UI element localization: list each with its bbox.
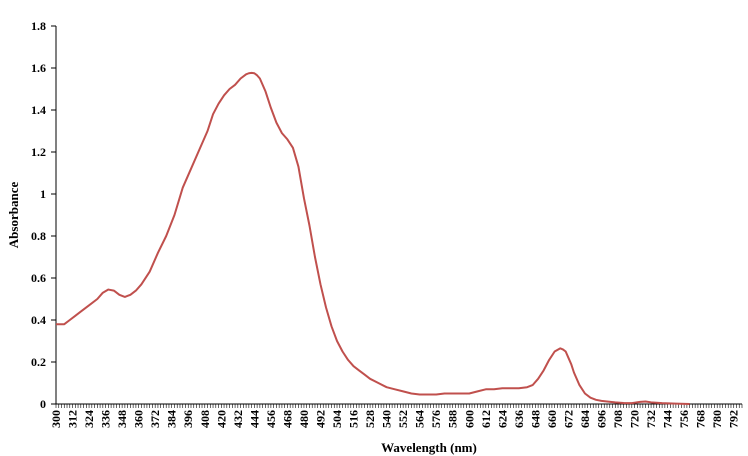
x-tick-label: 744	[661, 410, 675, 428]
x-tick-label: 564	[413, 410, 427, 428]
y-axis-ticks: 0 0.2 0.4 0.6 0.8 1 1.2 1.4 1.6 1.8	[31, 19, 56, 411]
x-tick-label: 792	[727, 410, 741, 428]
x-tick-label: 420	[214, 410, 228, 428]
x-tick-label: 684	[578, 410, 592, 428]
x-tick-label: 588	[446, 410, 460, 428]
x-tick-label: 612	[479, 410, 493, 428]
x-tick-label: 696	[594, 410, 608, 428]
x-tick-label: 408	[198, 410, 212, 428]
x-tick-label: 528	[363, 410, 377, 428]
x-tick-label: 780	[710, 410, 724, 428]
x-axis-ticks: 300 312 324 336 348 360 372 384 396 408 420 432 444 4…	[49, 404, 743, 428]
x-tick-label: 432	[231, 410, 245, 428]
x-tick-label: 720	[628, 410, 642, 428]
y-tick-label: 1	[40, 187, 46, 201]
x-tick-label: 660	[545, 410, 559, 428]
x-tick-label: 456	[264, 410, 278, 428]
x-tick-label: 624	[495, 410, 509, 428]
x-tick-label: 732	[644, 410, 658, 428]
x-tick-label: 504	[330, 410, 344, 428]
x-tick-label: 372	[148, 410, 162, 428]
x-tick-label: 360	[132, 410, 146, 428]
x-tick-label: 540	[380, 410, 394, 428]
y-tick-label: 0.4	[31, 313, 46, 327]
x-tick-label: 492	[313, 410, 327, 428]
y-tick-label: 1.8	[31, 19, 46, 33]
y-tick-label: 1.4	[31, 103, 46, 117]
x-tick-label: 600	[462, 410, 476, 428]
x-tick-label: 300	[49, 410, 63, 428]
y-axis-title: Absorbance	[6, 182, 21, 249]
x-tick-label: 516	[347, 410, 361, 428]
absorbance-series-line	[56, 71, 690, 405]
y-tick-label: 1.2	[31, 145, 46, 159]
x-tick-label: 468	[280, 410, 294, 428]
x-tick-label: 756	[677, 410, 691, 428]
y-tick-label: 0	[40, 397, 46, 411]
y-tick-label: 0.2	[31, 355, 46, 369]
x-tick-label: 636	[512, 410, 526, 428]
x-tick-label: 324	[82, 410, 96, 428]
x-tick-label: 336	[99, 410, 113, 428]
x-tick-label: 348	[115, 410, 129, 428]
x-tick-label: 552	[396, 410, 410, 428]
y-tick-label: 0.6	[31, 271, 46, 285]
x-tick-label: 312	[66, 410, 80, 428]
x-tick-label: 672	[561, 410, 575, 428]
x-tick-label: 384	[165, 410, 179, 428]
x-tick-label: 396	[181, 410, 195, 428]
y-tick-label: 1.6	[31, 61, 46, 75]
x-tick-label: 648	[528, 410, 542, 428]
x-tick-label: 480	[297, 410, 311, 428]
x-tick-label: 708	[611, 410, 625, 428]
x-tick-label: 444	[247, 410, 261, 428]
x-tick-label: 768	[694, 410, 708, 428]
x-tick-label: 576	[429, 410, 443, 428]
x-axis-title: Wavelength (nm)	[381, 440, 477, 455]
y-tick-label: 0.8	[31, 229, 46, 243]
